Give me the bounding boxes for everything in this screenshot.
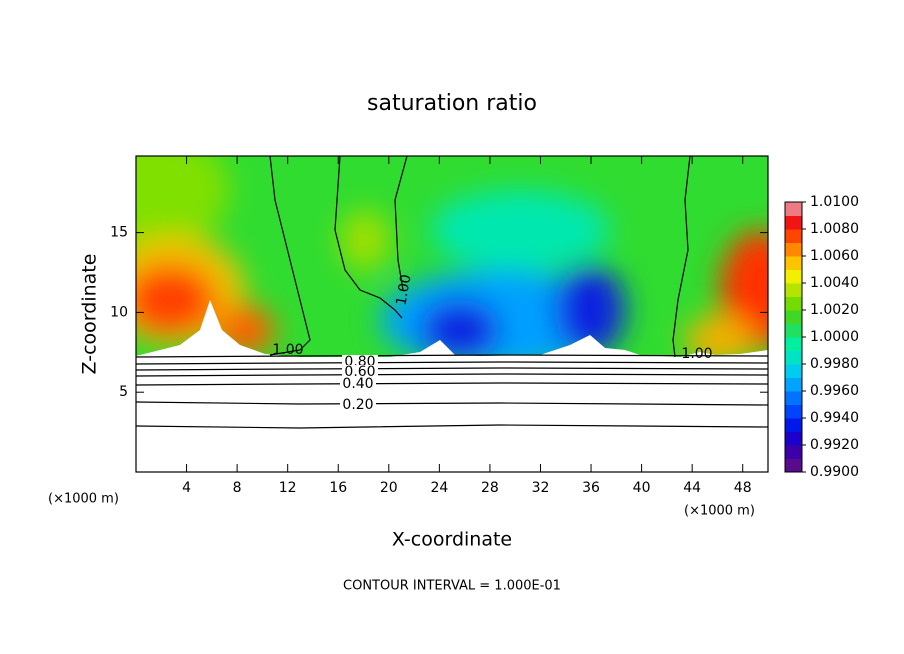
x-tick-label: 24: [430, 480, 448, 496]
contour-label: 0.60: [344, 364, 375, 380]
x-tick-label: 32: [532, 480, 550, 496]
colorbar-band: [785, 202, 802, 216]
contour-label: 1.00: [681, 346, 712, 362]
x-tick-label: 4: [182, 480, 191, 496]
colorbar-tick-label: 0.9940: [810, 410, 859, 426]
colorbar-tick-label: 0.9960: [810, 383, 859, 399]
chart-title: saturation ratio: [367, 91, 537, 116]
colorbar-tick-label: 0.9980: [810, 356, 859, 372]
x-tick-label: 44: [683, 480, 701, 496]
x-tick-label: 20: [380, 480, 398, 496]
y-tick-label: 5: [119, 384, 128, 400]
colorbar-band: [785, 310, 802, 324]
x-tick-label: 28: [481, 480, 499, 496]
contour-lines: [135, 155, 769, 429]
y-axis-label: Z-coordinate: [79, 254, 101, 375]
colorbar-band: [785, 391, 802, 405]
colorbar-band: [785, 296, 802, 311]
colorbar-band: [785, 229, 802, 243]
colorbar-band: [785, 458, 802, 473]
colorbar-tick-label: 1.0060: [810, 248, 859, 264]
x-tick-label: 48: [734, 480, 752, 496]
field: [136, 156, 768, 472]
colorbar-band: [785, 364, 802, 378]
x-tick-label: 16: [329, 480, 347, 496]
y-tick-label: 10: [110, 304, 128, 320]
colorbar-band: [785, 431, 802, 446]
x-axis-label: X-coordinate: [392, 529, 512, 551]
contour-label: 1.00: [272, 342, 303, 358]
y-tick-label: 15: [110, 225, 128, 241]
colorbar-band: [785, 215, 802, 230]
colorbar-band: [785, 377, 802, 392]
colorbar-tick-label: 1.0000: [810, 329, 859, 345]
contour-label-bg: [342, 355, 378, 368]
contour-label: 0.20: [342, 397, 373, 413]
colorbar-tick-label: 1.0100: [810, 194, 859, 210]
plot-frame: [135, 155, 769, 473]
contour-label-bg: [340, 398, 376, 411]
colorbar-band: [785, 323, 802, 338]
x-tick-label: 40: [633, 480, 651, 496]
x-unit-label: (×1000 m): [48, 492, 119, 507]
colorbar-tick-label: 1.0040: [810, 275, 859, 291]
contour-label-bg: [340, 377, 376, 390]
colorbar-band: [785, 283, 802, 297]
colorbar-band: [785, 256, 802, 270]
x-tick-label: 36: [582, 480, 600, 496]
colorbar-tick-label: 0.9920: [810, 437, 859, 453]
contour-label-bg: [342, 365, 378, 378]
colorbar-band: [785, 242, 802, 257]
colorbar-tick-label: 1.0020: [810, 302, 859, 318]
colorbar-band: [785, 350, 802, 365]
colorbar-band: [785, 269, 802, 284]
colorbar-band: [785, 404, 802, 419]
colorbar-tick-label: 1.0080: [810, 221, 859, 237]
colorbar-tick-label: 0.9900: [810, 464, 859, 480]
footer: CONTOUR INTERVAL = 1.000E-01: [343, 579, 561, 594]
colorbar-band: [785, 418, 802, 432]
colorbar-band: [785, 445, 802, 459]
x-tick-label: 12: [279, 480, 297, 496]
x-unit-label: (×1000 m): [684, 504, 755, 519]
x-tick-label: 8: [233, 480, 242, 496]
contour-label: 0.40: [342, 376, 373, 392]
contour-label: 1.00: [393, 273, 414, 306]
colorbar-band: [785, 337, 802, 351]
